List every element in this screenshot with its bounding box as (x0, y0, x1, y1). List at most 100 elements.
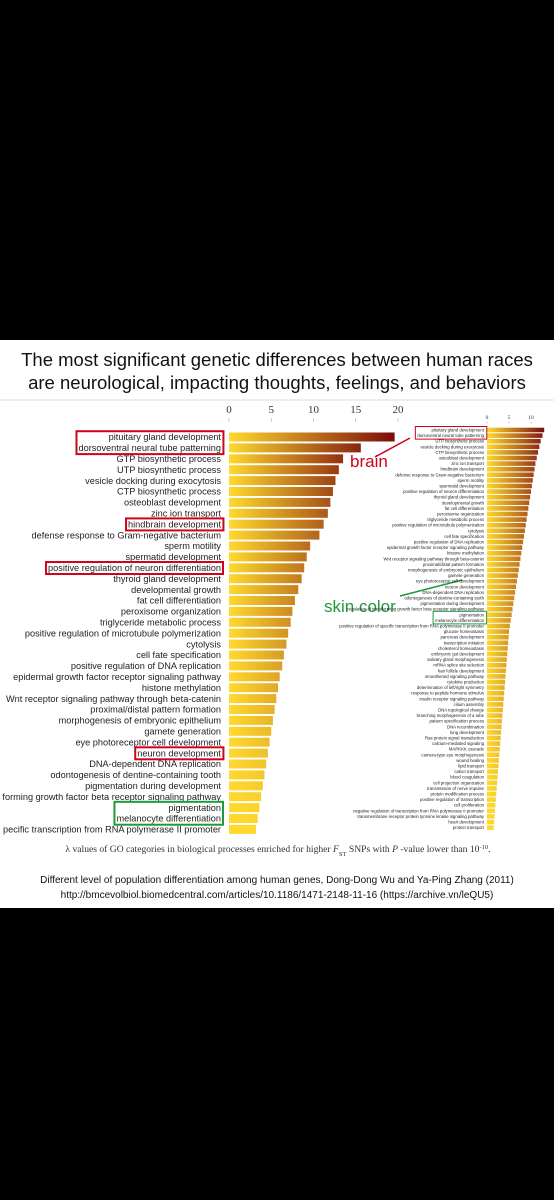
category-label: pancreas development (441, 635, 485, 640)
category-label: cholesterol homeostasis (438, 646, 484, 651)
caption-part: ST (339, 851, 347, 858)
bar (229, 432, 395, 442)
bar (487, 601, 514, 606)
bar (487, 578, 517, 584)
highlight-box (125, 517, 225, 532)
category-label: sperm motility (457, 478, 484, 483)
bar (487, 735, 501, 741)
category-label: cytokine production (447, 680, 485, 685)
bar-chart: 0 5 10 15 20 pituitary gland developmentdorso… (2, 404, 404, 835)
bar (487, 584, 517, 590)
bar (487, 662, 507, 668)
highlight-box (134, 746, 225, 761)
bar (487, 674, 506, 679)
category-label: triglyceride metabolic process (100, 618, 221, 628)
bar (487, 730, 502, 735)
category-label: pigmentation (168, 803, 221, 813)
category-label: neuron development (137, 748, 221, 758)
category-label: protein transport (453, 825, 485, 830)
category-label: melanocyte differentiation (435, 618, 484, 623)
annotation-arrow (399, 579, 463, 597)
category-label: determination of left/right symmetry (417, 685, 485, 690)
category-label: triglyceride metabolic process (427, 517, 484, 522)
category-label: pattern specification process (430, 719, 484, 724)
bar (487, 534, 524, 539)
caption-part: . (488, 844, 490, 855)
caption-part: F (332, 844, 339, 855)
bar (229, 694, 277, 704)
category-label: embryonic gut development (431, 652, 485, 657)
bar (487, 724, 502, 730)
bar (229, 781, 263, 791)
category-label: DNA-dependent DNA replication (89, 759, 221, 769)
category-label: eye photoreceptor cell development (75, 737, 221, 747)
caption-part: P (391, 844, 398, 855)
category-label: gamete generation (448, 573, 484, 578)
category-label: cytolysis (468, 528, 484, 533)
category-label: histone methylation (142, 683, 221, 693)
category-label: fat cell differentiation (445, 506, 485, 511)
bar (487, 685, 505, 690)
bar (487, 741, 501, 746)
category-label: odontogenesis of dentine-containing toot… (50, 770, 221, 780)
category-label: morphogenesis of embryonic epithelium (408, 568, 484, 573)
category-label: positive regulation of microtubule polym… (25, 628, 221, 638)
category-label: developmental growth (442, 500, 485, 505)
annotation: brain (350, 452, 388, 471)
bar (487, 780, 498, 786)
category-label: epidermal growth factor receptor signali… (387, 545, 485, 550)
bar (229, 563, 305, 573)
x-tick-label: 5 (508, 415, 511, 421)
bar (487, 707, 503, 713)
bar (487, 606, 513, 612)
category-label: defense response to Gram-negative bacter… (395, 472, 484, 477)
category-label: protein modification process (431, 792, 485, 797)
bar (229, 814, 258, 823)
highlight-box (432, 610, 488, 625)
x-tick-label: 0 (226, 404, 232, 416)
category-label: pigmentation (459, 612, 484, 617)
category-label: wound healing (456, 758, 484, 763)
bar (229, 541, 311, 551)
bar (487, 814, 495, 819)
category-label: calcium-mediated signaling (432, 741, 484, 746)
category-label: dorsoventral neural tube patterning (78, 443, 221, 453)
category-label: regulation of transforming growth factor… (347, 607, 484, 612)
bar (487, 539, 524, 545)
bar (229, 487, 333, 496)
bar (229, 705, 275, 714)
category-label: Wnt receptor signaling pathway through b… (6, 694, 221, 704)
category-label: eye photoreceptor cell development (416, 579, 485, 584)
bar (487, 550, 522, 556)
bar (229, 650, 284, 660)
bar-chart: 0 5 10 pituitary gland developmentdorsovent… (339, 415, 545, 830)
title-line: The most significant genetic differences… (21, 349, 533, 370)
bar (487, 612, 512, 618)
bar (487, 567, 519, 573)
bar (229, 672, 280, 682)
bar (487, 718, 502, 724)
bar (487, 702, 504, 707)
category-label: spermatid development (126, 552, 222, 562)
category-label: odontogenesis of dentine-containing toot… (404, 596, 484, 601)
category-label: lipid transport (458, 764, 485, 769)
category-label: positive regulation of neuron differenti… (48, 563, 221, 573)
category-label: peroxisome organization (121, 607, 221, 617)
category-label: hindbrain development (441, 467, 485, 472)
category-label: epidermal growth factor receptor signali… (13, 672, 221, 682)
category-label: transmission of nerve impulse (427, 786, 484, 791)
bar (487, 758, 499, 763)
highlight-box (113, 800, 224, 826)
bar (487, 489, 531, 494)
bar (487, 774, 498, 780)
bar (229, 519, 324, 529)
bar (229, 530, 320, 540)
category-label: cell proliferation (454, 803, 485, 808)
bar (229, 596, 295, 605)
bar (487, 427, 545, 433)
category-label: cilium assembly (454, 702, 485, 707)
x-tick-label: 0 (486, 415, 489, 421)
bar (229, 443, 361, 453)
category-label: cell fate specification (444, 534, 484, 539)
